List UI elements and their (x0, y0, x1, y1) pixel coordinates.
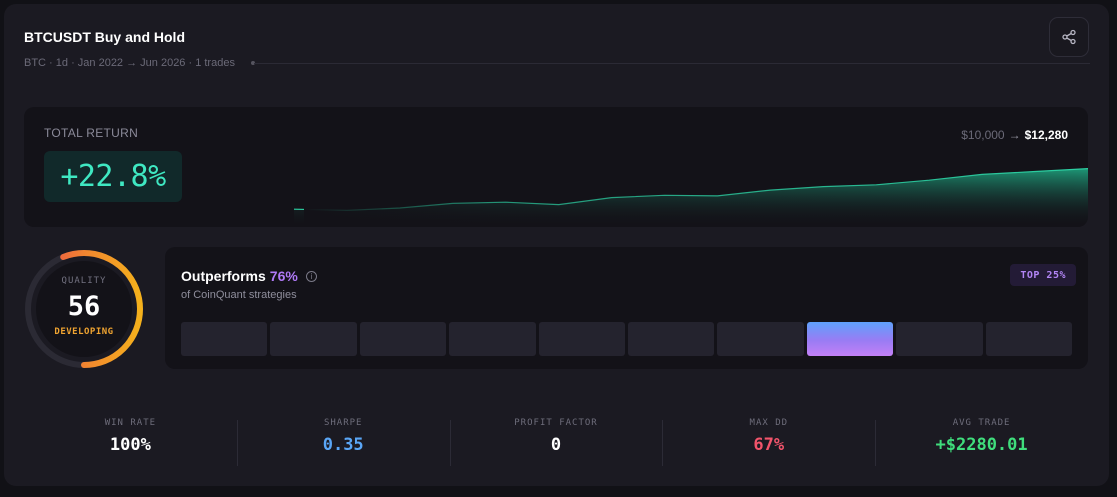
percentile-bucket (717, 322, 804, 356)
stat-avg-trade: AVG TRADE +$2280.01 (875, 415, 1088, 466)
capital-range: $10,000 → $12,280 (961, 128, 1068, 142)
arrow-right-icon: → (1008, 128, 1021, 142)
stat-profit-factor: PROFIT FACTOR 0 (449, 415, 663, 466)
stats-row: WIN RATE 100% SHARPE 0.35 PROFIT FACTOR … (24, 415, 1088, 466)
quality-progress-arc (25, 250, 143, 368)
percentile-bucket (628, 322, 715, 356)
end-capital: $12,280 (1024, 128, 1068, 142)
strategy-title: BTCUSDT Buy and Hold (24, 29, 185, 45)
percentile-bucket (270, 322, 357, 356)
percentile-bucket (896, 322, 983, 356)
quality-status: DEVELOPING (54, 327, 114, 337)
total-return-panel: TOTAL RETURN +22.8% $10,000 → $12,280 (24, 107, 1088, 227)
stat-value: 0.35 (322, 435, 364, 455)
percentile-buckets (181, 322, 1073, 356)
stat-win-rate: WIN RATE 100% (24, 415, 237, 465)
stat-value: 67% (753, 435, 785, 455)
rank-badge: TOP 25% (1010, 264, 1076, 286)
percentile-bucket (985, 322, 1073, 356)
stat-value: 100% (109, 435, 151, 455)
equity-sparkline (293, 107, 1088, 227)
stat-value: +$2280.01 (935, 435, 1028, 455)
total-return-value: +22.8% (60, 159, 166, 194)
outperform-subtitle: of CoinQuant strategies (181, 289, 297, 301)
quality-gauge: QUALITY 56 DEVELOPING (22, 247, 146, 371)
percentile-bucket (181, 322, 268, 356)
total-return-label: TOTAL RETURN (44, 126, 139, 140)
share-icon (1062, 29, 1076, 45)
percentile-bucket-active (806, 322, 894, 356)
quality-ring (25, 250, 143, 368)
subtitle-divider (254, 63, 1090, 64)
stat-label: AVG TRADE (952, 418, 1011, 428)
start-capital: $10,000 (961, 128, 1005, 142)
outperform-title: Outperforms (181, 268, 266, 284)
stat-sharpe: SHARPE 0.35 (236, 415, 450, 466)
percentile-bucket (449, 322, 536, 356)
stat-max-dd: MAX DD 67% (662, 415, 875, 466)
percentile-bucket (359, 322, 447, 356)
share-button[interactable] (1049, 17, 1089, 57)
percentile-bucket (538, 322, 626, 356)
outperform-percent: 76% (269, 268, 298, 284)
outperform-panel: Outperforms 76% i of CoinQuant strategie… (165, 247, 1088, 369)
info-icon[interactable]: i (305, 270, 317, 282)
stat-label: PROFIT FACTOR (514, 418, 598, 428)
quality-score: 56 (67, 291, 101, 322)
quality-label: QUALITY (61, 276, 107, 286)
backtest-card: BTCUSDT Buy and Hold BTC · 1d · Jan 2022… (4, 4, 1109, 486)
outperform-heading: Outperforms 76% i (181, 268, 317, 284)
strategy-subtitle: BTC · 1d · Jan 2022 → Jun 2026 · 1 trade… (24, 57, 235, 69)
stat-label: SHARPE (323, 418, 363, 428)
stat-value: 0 (550, 435, 562, 455)
stat-label: MAX DD (749, 418, 789, 428)
stat-label: WIN RATE (104, 418, 157, 428)
total-return-badge: +22.8% (44, 151, 182, 202)
subtitle-dot (251, 61, 255, 65)
